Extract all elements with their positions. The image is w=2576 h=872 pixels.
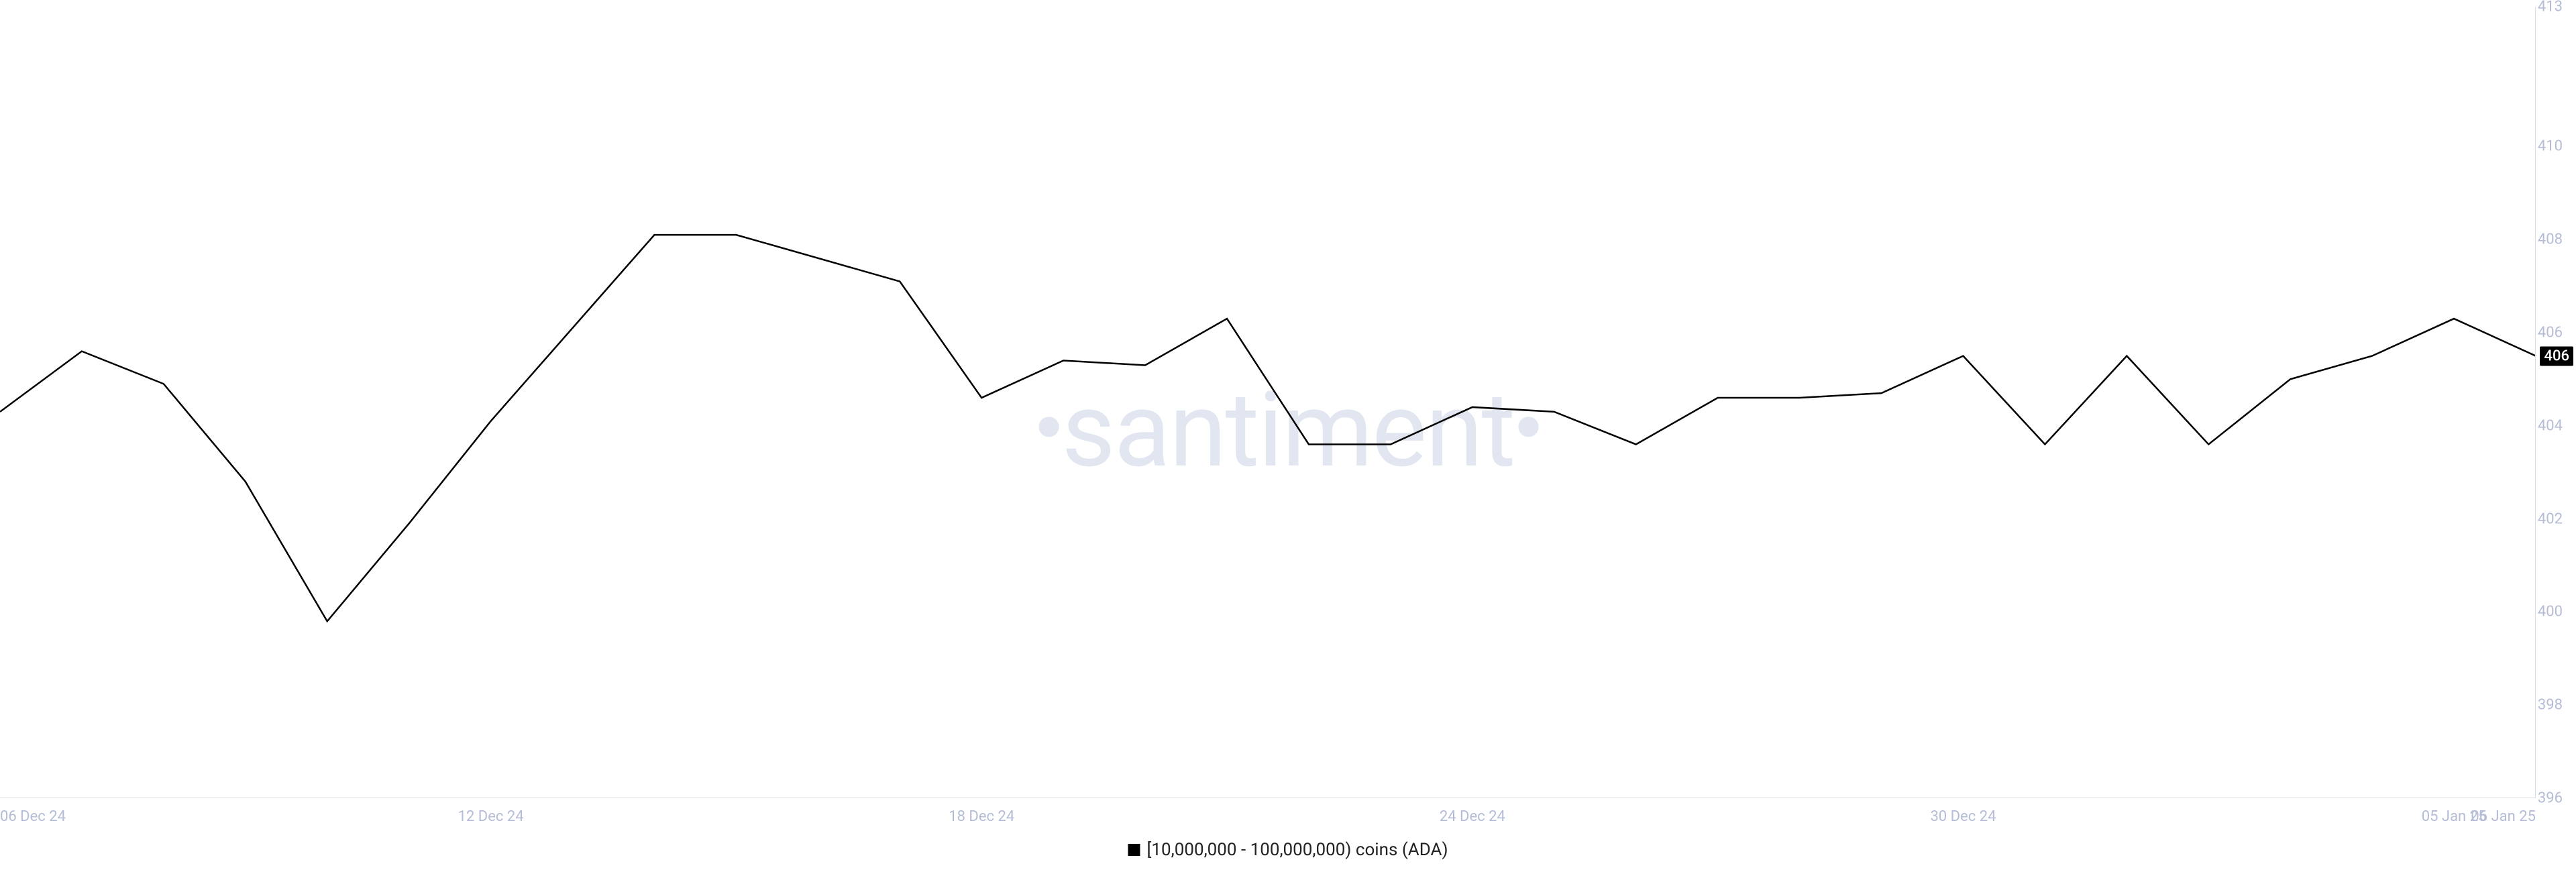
x-tick-label: 06 Dec 24: [0, 808, 66, 825]
legend-label: [10,000,000 - 100,000,000) coins (ADA): [1146, 840, 1448, 860]
plot-area[interactable]: [0, 7, 2536, 798]
legend[interactable]: [10,000,000 - 100,000,000) coins (ADA): [1128, 840, 1448, 860]
current-value-text: 406: [2544, 347, 2569, 364]
x-tick-label: 06 Jan 25: [2471, 808, 2536, 825]
chart-container: ●santiment● 396398400402404406408410413 …: [0, 0, 2576, 872]
x-tick-label: 24 Dec 24: [1440, 808, 1505, 825]
y-tick-label: 410: [2538, 138, 2563, 155]
legend-swatch: [1128, 844, 1140, 856]
y-tick-label: 402: [2538, 510, 2563, 527]
current-value-badge: 406: [2540, 346, 2573, 366]
y-tick-label: 413: [2538, 0, 2563, 15]
y-tick-label: 408: [2538, 231, 2563, 248]
y-axis-line: [2535, 7, 2536, 798]
x-tick-label: 18 Dec 24: [949, 808, 1014, 825]
chart-svg: [0, 7, 2536, 798]
y-tick-label: 404: [2538, 417, 2563, 434]
y-tick-label: 400: [2538, 604, 2563, 620]
y-tick-label: 398: [2538, 697, 2563, 714]
y-tick-label: 406: [2538, 324, 2563, 341]
series-line: [0, 235, 2536, 621]
y-tick-label: 396: [2538, 790, 2563, 807]
x-tick-label: 30 Dec 24: [1930, 808, 1996, 825]
x-tick-label: 12 Dec 24: [458, 808, 524, 825]
